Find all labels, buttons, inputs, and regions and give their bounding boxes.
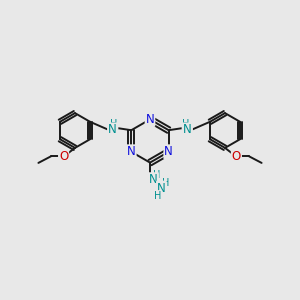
Text: N: N bbox=[183, 123, 192, 136]
Text: O: O bbox=[59, 150, 68, 163]
Text: N: N bbox=[157, 182, 166, 195]
Text: H: H bbox=[153, 170, 160, 180]
Text: H: H bbox=[110, 119, 118, 129]
Text: N: N bbox=[164, 145, 173, 158]
Text: H: H bbox=[154, 191, 161, 201]
Text: N: N bbox=[127, 145, 136, 158]
Text: H: H bbox=[162, 178, 169, 188]
Text: O: O bbox=[232, 150, 241, 163]
Text: H: H bbox=[182, 119, 190, 129]
Text: N: N bbox=[146, 113, 154, 126]
Text: N: N bbox=[108, 123, 117, 136]
Text: N: N bbox=[149, 173, 158, 186]
